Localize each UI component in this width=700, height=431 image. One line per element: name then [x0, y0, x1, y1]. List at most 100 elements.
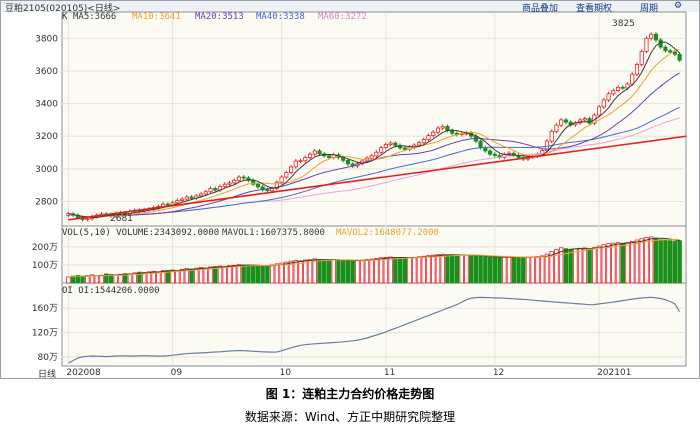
volume-bar	[435, 254, 441, 284]
candle-body	[488, 150, 493, 155]
candle-body	[554, 124, 559, 132]
candle-body	[232, 179, 237, 184]
candle-body	[165, 203, 170, 206]
volume-bar	[412, 256, 417, 284]
volume-bar	[568, 248, 573, 284]
volume-bar	[336, 259, 341, 284]
volume-bar	[89, 274, 95, 284]
candle-body	[672, 51, 677, 55]
volume-bar	[269, 264, 275, 284]
volume-bar	[156, 271, 161, 284]
volume-bar	[677, 240, 682, 284]
candle-body	[180, 198, 185, 201]
volume-bar	[350, 260, 355, 284]
volume-bar	[340, 260, 346, 284]
volume-bar	[454, 255, 460, 284]
legend-ma40: MA40:3338	[256, 12, 305, 22]
candle-body	[345, 159, 350, 165]
volume-bar	[535, 256, 540, 284]
volume-bar	[426, 255, 431, 284]
volume-bar	[587, 248, 592, 284]
candle-body	[492, 153, 497, 156]
period-button[interactable]: 周期	[640, 4, 659, 14]
volume-bar	[359, 259, 365, 284]
overlay-button[interactable]: 商品叠加	[522, 4, 559, 14]
volume-bar	[611, 242, 616, 284]
volume-bar	[530, 256, 535, 284]
candle-body	[540, 150, 545, 155]
legend-ma20: MA20:3513	[195, 12, 244, 22]
x-tick-label: 11	[384, 368, 395, 378]
price-tick-label: 3200	[35, 132, 58, 142]
volume-bar	[246, 264, 251, 284]
volume-bar	[554, 248, 559, 284]
volume-bar	[431, 254, 436, 284]
candle-body	[213, 188, 218, 191]
volume-bar	[132, 272, 137, 284]
candle-body	[625, 83, 630, 89]
candle-body	[388, 142, 393, 145]
volume-bar	[648, 236, 654, 284]
legend-open-interest: OI OI:1544206.0000	[62, 286, 160, 296]
volume-bar	[464, 254, 469, 284]
oi-tick-label: 80万	[38, 353, 58, 363]
volume-bar	[232, 264, 237, 284]
gear-icon[interactable]: ⚙	[674, 1, 683, 11]
x-tick-label: 202101	[597, 368, 631, 378]
volume-bar	[487, 256, 493, 284]
candle-body	[506, 152, 512, 155]
volume-bar	[66, 276, 71, 284]
candle-body	[246, 177, 251, 181]
candle-body	[597, 106, 602, 116]
volume-bar	[260, 265, 265, 284]
candle-body	[450, 129, 455, 134]
volume-bar	[284, 261, 289, 284]
price-panel	[61, 11, 687, 227]
candle-body	[307, 153, 313, 158]
volume-tick-label: 100万	[32, 261, 58, 271]
volume-bar	[615, 242, 621, 284]
volume-bar	[255, 265, 261, 284]
candle-body	[198, 193, 204, 197]
candle-body	[175, 200, 180, 204]
source-caption: 数据来源：Wind、方正中期研究院整理	[244, 410, 456, 424]
candle-body	[317, 150, 322, 155]
x-tick-label: 12	[493, 368, 504, 378]
candle-body	[611, 90, 616, 95]
candle-body	[559, 119, 564, 126]
candle-body	[66, 213, 71, 216]
oi-tick-label: 120万	[32, 329, 58, 339]
volume-bar	[397, 257, 403, 284]
candle-body	[639, 50, 644, 65]
candle-body	[393, 142, 398, 146]
candle-body	[203, 191, 208, 195]
legend-mavol2: MAVOL2:1648077.2000	[336, 228, 439, 238]
header-bar	[1, 1, 699, 12]
trend-line	[68, 135, 687, 221]
legend-ma60: MA60:3272	[318, 12, 367, 22]
volume-bar	[483, 256, 488, 284]
candle-body	[426, 135, 431, 140]
volume-bar	[75, 275, 81, 284]
volume-bar	[170, 269, 175, 284]
candle-body	[379, 147, 384, 153]
volume-bar	[544, 253, 550, 284]
volume-bar	[383, 256, 389, 284]
volume-bar	[445, 254, 450, 284]
volume-bar	[293, 260, 299, 284]
volume-bar	[549, 250, 554, 284]
candle-body	[241, 176, 246, 179]
candle-body	[620, 86, 625, 89]
legend-mavol1: MAVOL1:1607375.8000	[222, 228, 325, 238]
view-options-button[interactable]: 查看期权	[576, 4, 613, 14]
oi-panel	[61, 282, 687, 367]
volume-bar	[388, 256, 393, 284]
volume-bar	[331, 259, 336, 284]
volume-bar	[208, 266, 213, 284]
volume-bar	[502, 256, 507, 284]
candle-body	[85, 218, 90, 221]
volume-bar	[592, 247, 597, 284]
volume-bar	[194, 267, 199, 284]
candle-body	[293, 160, 298, 168]
volume-bar	[104, 273, 109, 284]
